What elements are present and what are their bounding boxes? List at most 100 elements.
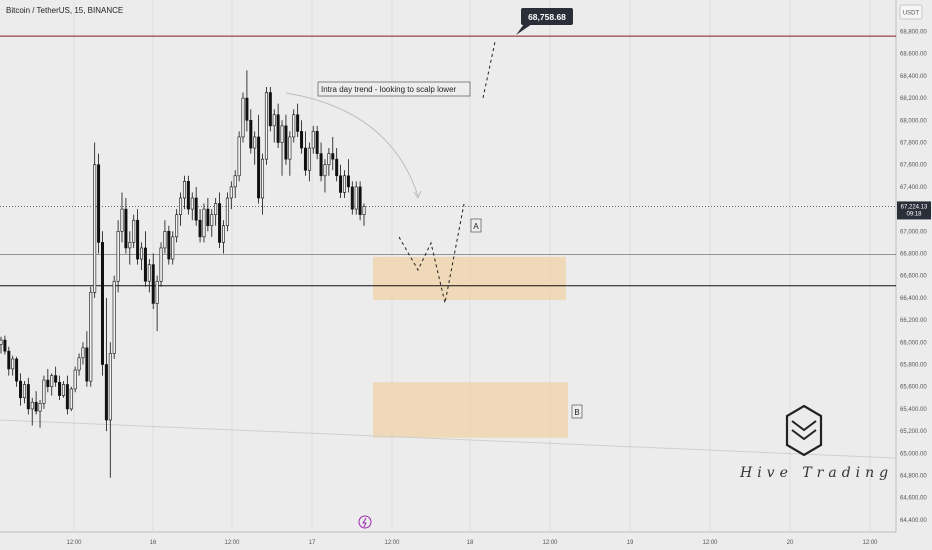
replay-icon-ring <box>358 515 372 529</box>
candle <box>124 198 128 254</box>
candle <box>198 209 202 243</box>
candle-body <box>159 247 163 282</box>
candle-body <box>26 384 30 410</box>
candle-body <box>257 136 261 199</box>
candle <box>280 120 284 176</box>
candle <box>284 114 288 165</box>
currency-badge[interactable]: USDT <box>899 4 923 20</box>
marker-a: A <box>470 218 482 233</box>
candle <box>7 346 11 376</box>
candle <box>50 373 54 396</box>
candle <box>89 286 93 387</box>
candle-body <box>245 97 249 121</box>
candle-body <box>339 175 343 193</box>
candle-body <box>233 175 237 188</box>
support-zones <box>373 256 568 438</box>
x-tick-label: 12:00 <box>542 540 558 546</box>
candle <box>354 181 358 215</box>
candle <box>30 397 34 426</box>
candle <box>132 214 136 248</box>
candle <box>229 181 233 210</box>
candle-body <box>288 136 292 160</box>
marker-a-box <box>470 218 482 233</box>
trade-drawings <box>285 41 496 304</box>
candle-body <box>7 350 11 370</box>
candle-body <box>155 280 159 304</box>
candle-body <box>272 114 276 127</box>
candle <box>42 375 46 409</box>
candle <box>300 120 304 154</box>
candle-body <box>210 214 214 227</box>
candle-body <box>81 347 85 359</box>
candle-body <box>354 186 358 210</box>
candle <box>179 192 183 226</box>
candle-body <box>89 292 93 382</box>
candle <box>296 103 300 137</box>
replay-icon[interactable] <box>358 515 372 529</box>
candle <box>206 198 210 232</box>
candle-body <box>264 92 268 160</box>
candle <box>61 381 65 398</box>
candle <box>143 231 147 287</box>
candle <box>261 153 265 215</box>
y-tick-label: 65,800.00 <box>900 363 927 369</box>
candle <box>100 231 104 376</box>
trend-note: Intra day trend - looking to scalp lower <box>317 81 471 97</box>
trend-arrow-curve <box>285 92 419 197</box>
candle <box>120 192 124 243</box>
candle <box>358 181 362 221</box>
candle-body <box>112 280 116 354</box>
candle-body <box>147 264 151 282</box>
candle <box>0 336 3 354</box>
candle-body <box>46 379 50 388</box>
demand-zone <box>373 256 566 301</box>
candle <box>237 131 241 182</box>
candle <box>315 125 319 160</box>
candle <box>15 356 19 387</box>
candle <box>26 377 30 415</box>
candle <box>73 366 77 393</box>
candle <box>151 253 155 309</box>
candle-body <box>38 403 42 412</box>
candle-body <box>104 364 108 421</box>
candle-body <box>42 379 46 404</box>
candle <box>241 92 245 143</box>
candle <box>77 353 81 376</box>
candle <box>307 142 311 182</box>
candle <box>128 231 132 265</box>
candle <box>54 366 58 387</box>
target-price-callout: 68,758.68 <box>516 8 573 35</box>
candle-body <box>108 353 112 421</box>
candle-body <box>97 164 101 243</box>
x-tick-label: 19 <box>627 540 634 546</box>
candle <box>319 142 323 182</box>
candle <box>264 87 268 165</box>
candle <box>225 192 229 232</box>
candle-body <box>241 97 245 138</box>
price-axis-ticks: 68,800.00 68,600.00 68,400.00 68,200.00 68,0… <box>900 30 927 524</box>
y-tick-label: 68,000.00 <box>900 118 927 124</box>
y-tick-label: 64,800.00 <box>900 474 927 480</box>
candle <box>81 342 85 365</box>
candle-body <box>276 114 280 143</box>
candle-body <box>194 197 198 221</box>
candle <box>190 192 194 221</box>
trend-arrow-head <box>413 190 422 200</box>
x-tick-label: 16 <box>150 540 157 546</box>
x-tick-label: 12:00 <box>66 540 82 546</box>
y-tick-label: 68,600.00 <box>900 52 927 58</box>
candlesticks <box>0 70 366 478</box>
candle <box>186 175 190 215</box>
candle-body <box>11 358 15 370</box>
candle-body <box>0 339 3 345</box>
candle <box>182 175 186 210</box>
candle <box>350 181 354 215</box>
candle <box>65 375 69 415</box>
x-tick-label: 18 <box>467 540 474 546</box>
candle <box>257 114 261 204</box>
candle-body <box>335 158 339 177</box>
marker-a-text: A <box>473 222 479 231</box>
candle-body <box>65 384 69 410</box>
candle-body <box>54 375 58 383</box>
